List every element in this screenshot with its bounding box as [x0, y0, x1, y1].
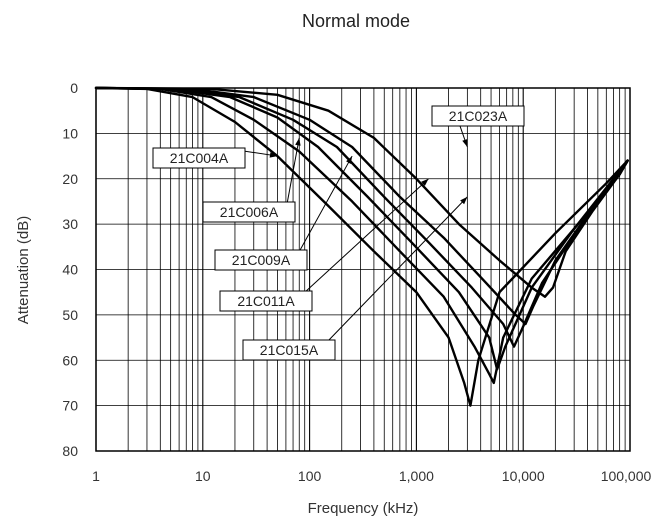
callout-leader-21C009A [298, 155, 353, 253]
callout-leader-21C015A [326, 196, 468, 343]
series-line-21C023A [94, 86, 629, 298]
y-tick-label: 80 [62, 443, 78, 459]
callout-leader-21C011A [303, 178, 429, 294]
callout-arrow-21C023A [462, 138, 468, 147]
y-tick-labels: 0 10 20 30 40 50 60 70 80 [62, 80, 78, 459]
callout-arrow-21C009A [346, 156, 353, 164]
series-line-21C006A [94, 86, 629, 385]
callout-arrow-21C004A [269, 152, 278, 158]
y-tick-label: 0 [70, 80, 78, 96]
callout-box-21C023A [431, 105, 525, 127]
callout-box-21C015A [242, 339, 336, 361]
y-tick-label: 60 [62, 352, 78, 368]
series-line-21C004A [94, 86, 629, 407]
callout-label-21C011A: 21C011A [237, 293, 295, 309]
y-tick-label: 10 [62, 125, 78, 141]
y-tick-label: 70 [62, 398, 78, 414]
series-line-21C011A [94, 86, 629, 348]
series-callouts: 21C004A 21C006A 21C009A 21C011A 21C015A 21C02… [152, 105, 525, 361]
callout-box-21C011A [219, 290, 313, 312]
callout-leader-21C006A [286, 137, 300, 205]
callout-label-21C004A: 21C004A [170, 150, 229, 166]
callout-label-21C009A: 21C009A [232, 252, 291, 268]
callout-arrow-21C006A [295, 137, 301, 146]
callout-arrow-21C011A [421, 178, 429, 186]
x-tick-labels: 1 10 100 1,000 10,000 100,000 [92, 468, 651, 484]
x-tick-label: 10 [195, 468, 211, 484]
y-tick-label: 40 [62, 262, 78, 278]
x-tick-label: 1 [92, 468, 100, 484]
series-line-21C015A [94, 86, 629, 326]
callout-label-21C006A: 21C006A [220, 204, 279, 220]
callout-arrow-21C015A [460, 196, 468, 205]
x-axis-label: Frequency (kHz) [308, 500, 419, 517]
y-tick-label: 50 [62, 307, 78, 323]
chart-title: Normal mode [302, 11, 410, 31]
series-line-21C009A [94, 86, 629, 371]
callout-box-21C004A [152, 147, 246, 169]
callout-label-21C015A: 21C015A [260, 342, 319, 358]
x-tick-label: 100 [298, 468, 322, 484]
callout-box-21C006A [202, 201, 296, 223]
plot-frame [95, 87, 631, 452]
callout-label-21C023A: 21C023A [449, 108, 508, 124]
x-tick-label: 1,000 [399, 468, 434, 484]
y-tick-label: 30 [62, 216, 78, 232]
x-tick-label: 10,000 [502, 468, 545, 484]
x-tick-label: 100,000 [601, 468, 652, 484]
y-axis-label: Attenuation (dB) [15, 216, 32, 324]
series-lines [94, 86, 629, 407]
callout-box-21C009A [214, 249, 308, 271]
y-tick-label: 20 [62, 171, 78, 187]
